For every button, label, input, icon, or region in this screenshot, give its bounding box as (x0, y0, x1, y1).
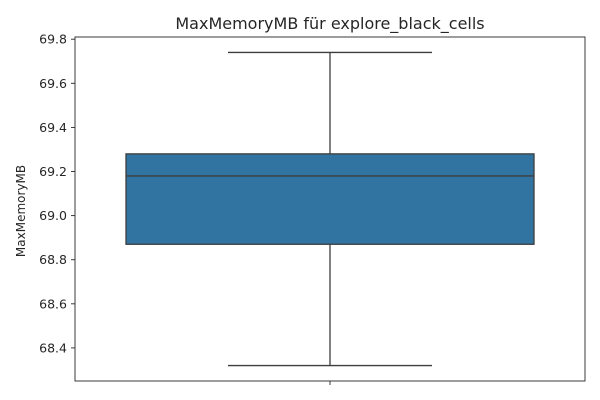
y-tick-label: 69.8 (39, 32, 67, 47)
iqr-box (125, 153, 535, 245)
y-tick-label: 69.6 (39, 76, 67, 91)
y-tick-label: 68.4 (39, 340, 67, 355)
y-tick-label: 69.4 (39, 120, 67, 135)
plot-area: 68.4 68.6 68.8 69.0 69.2 69.4 69.6 69.8 (39, 32, 586, 385)
y-tick-label: 69.2 (39, 164, 67, 179)
y-axis-label: MaxMemoryMB (14, 165, 28, 257)
y-tick-label: 68.6 (39, 296, 67, 311)
y-tick-label: 69.0 (39, 208, 67, 223)
y-tick-label: 68.8 (39, 252, 67, 267)
chart-title: MaxMemoryMB für explore_black_cells (175, 14, 484, 34)
